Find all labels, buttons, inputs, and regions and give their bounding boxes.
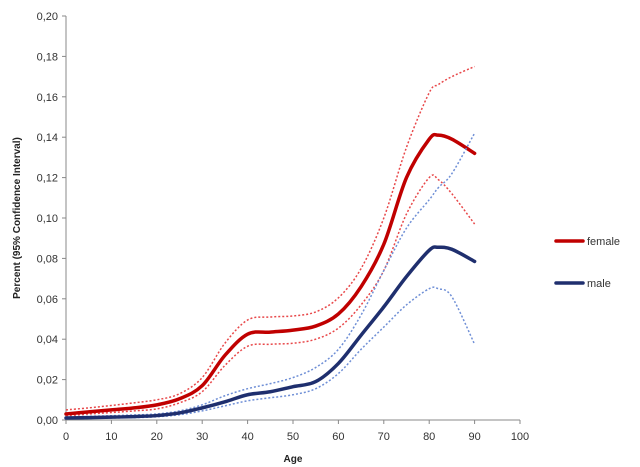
y-tick-label: 0,06: [37, 294, 58, 306]
x-tick-label: 100: [511, 431, 529, 443]
y-tick-label: 0,08: [37, 253, 58, 265]
x-tick-label: 0: [63, 431, 69, 443]
legend-item-male: male: [554, 278, 611, 290]
y-tick-label: 0,10: [37, 213, 58, 225]
series-male: [64, 132, 477, 420]
series-line-male: [64, 245, 477, 420]
series-female: [64, 65, 477, 417]
x-tick-label: 70: [378, 431, 390, 443]
legend-label-male: male: [587, 278, 611, 290]
legend-label-female: female: [587, 236, 620, 248]
legend-item-female: female: [554, 236, 620, 248]
y-tick-label: 0,12: [37, 173, 58, 185]
y-tick-label: 0,04: [37, 334, 58, 346]
x-ticks: 0 10 20 30 40 50 60 70 80 90 100: [63, 420, 529, 443]
y-ticks: 0,00 0,02 0,04 0,06 0,08 0,10 0,12 0,14 0,16 0,18…: [37, 11, 66, 427]
ci-lower-line-female: [65, 174, 476, 417]
x-axis-title: Age: [284, 454, 303, 465]
x-tick-label: 30: [196, 431, 208, 443]
legend: female male: [554, 236, 620, 290]
y-axis-title: Percent (95% Confidence Interval): [12, 137, 23, 299]
y-tick-label: 0,00: [37, 415, 58, 427]
x-tick-label: 10: [105, 431, 117, 443]
ci-upper-line-female: [65, 65, 475, 411]
ci-lower-line-male: [65, 286, 476, 420]
x-tick-label: 60: [332, 431, 344, 443]
x-tick-label: 80: [423, 431, 435, 443]
y-tick-label: 0,16: [37, 92, 58, 104]
y-tick-label: 0,18: [37, 51, 58, 63]
y-tick-label: 0,02: [37, 375, 58, 387]
x-tick-label: 90: [468, 431, 480, 443]
x-tick-label: 50: [287, 431, 299, 443]
series-line-female: [64, 132, 477, 416]
x-tick-label: 20: [151, 431, 163, 443]
axes: [65, 16, 520, 421]
y-tick-label: 0,14: [37, 132, 58, 144]
ci-upper-line-male: [65, 132, 476, 418]
x-tick-label: 40: [241, 431, 253, 443]
y-tick-label: 0,20: [37, 11, 58, 23]
series-layer: [64, 65, 477, 420]
